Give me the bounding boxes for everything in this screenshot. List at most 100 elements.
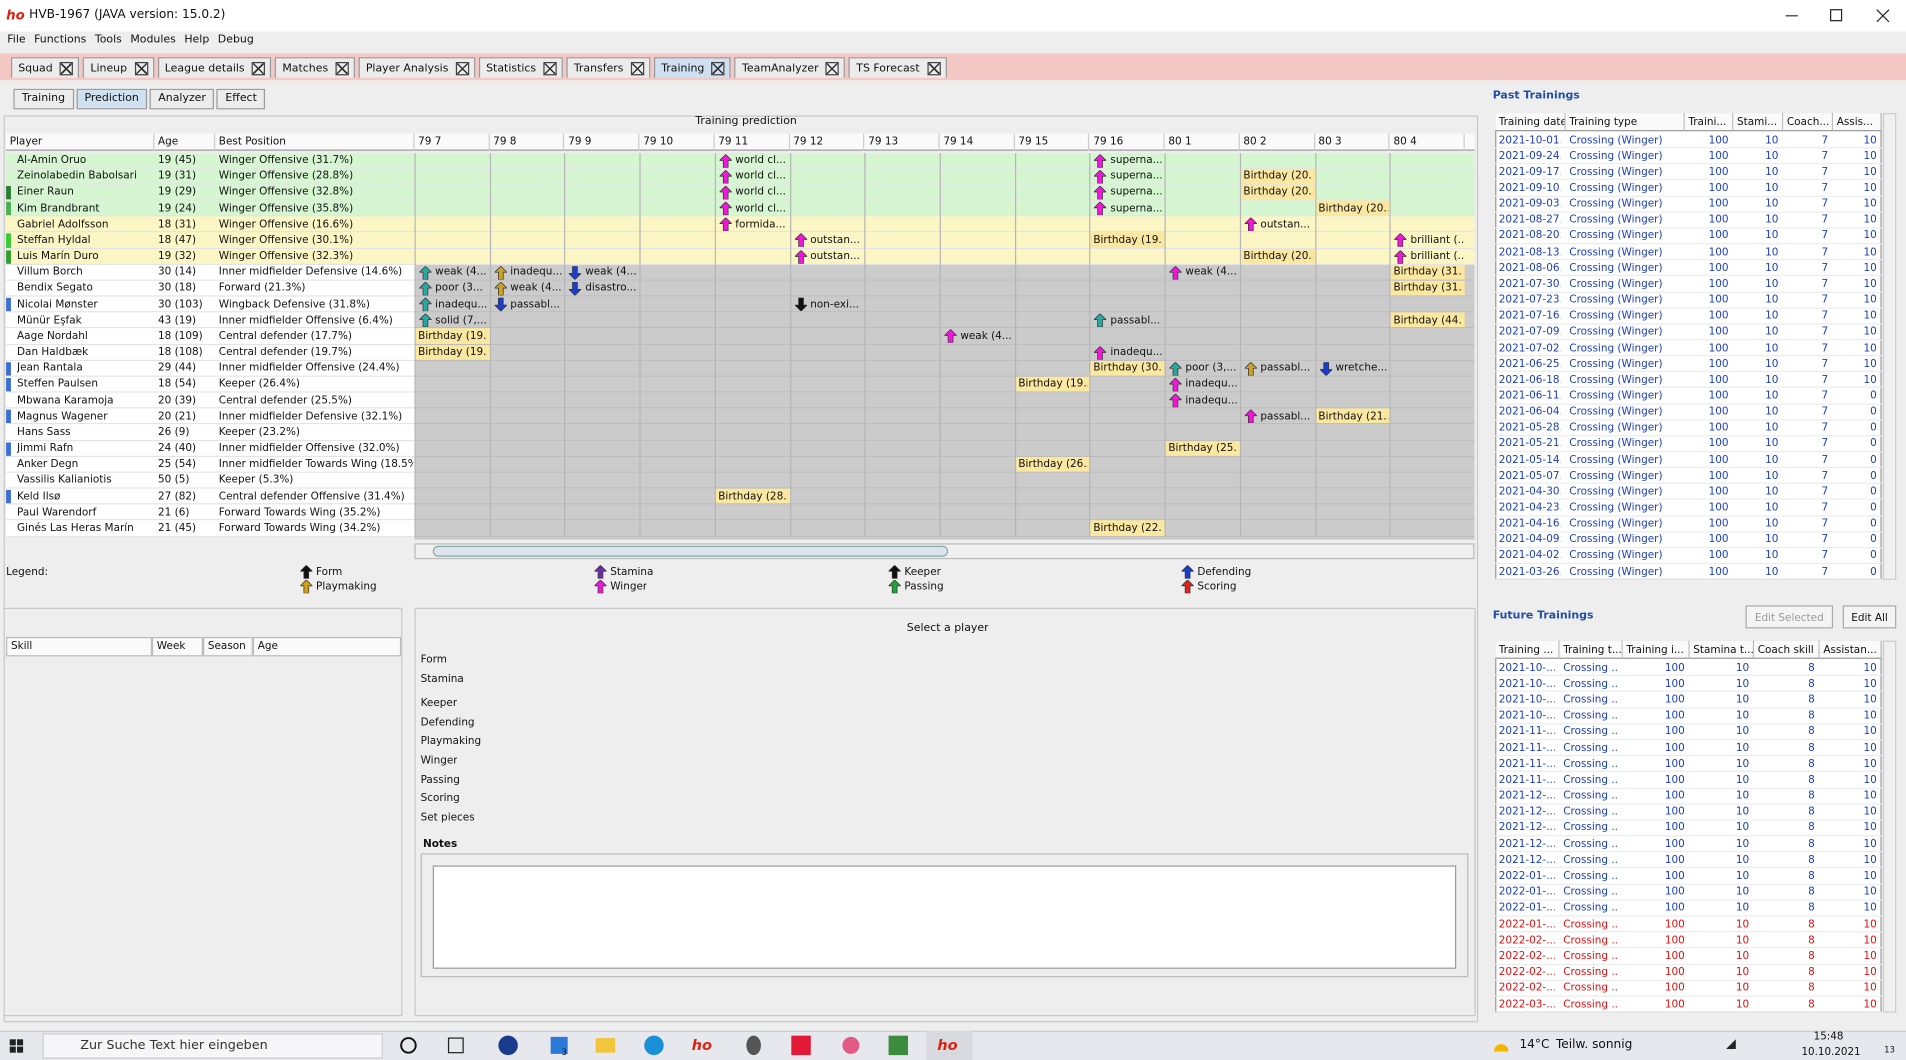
table-cell[interactable]: 10: [1863, 918, 1877, 931]
column-header[interactable]: Stami...: [1737, 116, 1778, 129]
table-cell[interactable]: 2021-11-...: [1498, 758, 1555, 771]
table-cell[interactable]: 2022-01-...: [1498, 870, 1555, 883]
table-cell[interactable]: 2021-10-...: [1498, 710, 1555, 723]
table-cell[interactable]: Crossing (Winger): [1569, 390, 1663, 403]
tab[interactable]: Training: [653, 57, 732, 78]
table-cell[interactable]: 100: [1708, 182, 1729, 195]
menu-item[interactable]: Tools: [94, 34, 122, 47]
table-cell[interactable]: 2021-12-...: [1498, 806, 1555, 819]
table-cell[interactable]: Crossing (Winger): [1569, 310, 1663, 323]
table-cell[interactable]: 7: [1821, 230, 1829, 243]
table-cell[interactable]: Crossing (Winger): [1569, 454, 1663, 467]
table-cell[interactable]: 7: [1821, 294, 1829, 307]
table-cell[interactable]: 8: [1808, 710, 1815, 723]
table-cell[interactable]: 10: [1863, 950, 1877, 963]
table-cell[interactable]: 10: [1863, 678, 1877, 691]
player-name[interactable]: Hans Sass: [17, 426, 71, 439]
player-name[interactable]: Aage Nordahl: [17, 330, 88, 343]
table-cell[interactable]: Crossing (Winger): [1569, 438, 1663, 451]
table-cell[interactable]: 100: [1664, 934, 1685, 947]
table-cell[interactable]: 2021-08-27...: [1498, 214, 1561, 227]
table-cell[interactable]: 100: [1664, 694, 1685, 707]
player-name[interactable]: Jimmi Rafn: [17, 442, 74, 455]
button-label[interactable]: Edit All: [1851, 612, 1888, 625]
table-cell[interactable]: 100: [1708, 390, 1729, 403]
table-cell[interactable]: Crossing ...: [1563, 758, 1618, 771]
table-cell[interactable]: 100: [1708, 150, 1729, 163]
tab-label[interactable]: Statistics: [486, 62, 537, 75]
table-cell[interactable]: 10: [1765, 358, 1779, 371]
table-cell[interactable]: 7: [1821, 438, 1829, 451]
table-cell[interactable]: 0: [1870, 390, 1877, 403]
button[interactable]: Edit Selected: [1745, 605, 1834, 629]
table-cell[interactable]: 100: [1708, 438, 1729, 451]
table-cell[interactable]: 10: [1863, 182, 1877, 195]
table-cell[interactable]: 8: [1808, 694, 1815, 707]
table-cell[interactable]: 10: [1765, 486, 1779, 499]
tab[interactable]: Transfers: [566, 57, 651, 78]
table-cell[interactable]: 10: [1735, 790, 1750, 803]
table-cell[interactable]: 10: [1765, 198, 1779, 211]
table-cell[interactable]: 2021-07-30...: [1498, 278, 1561, 291]
table-cell[interactable]: 2021-04-16...: [1498, 518, 1561, 531]
table-cell[interactable]: 10: [1765, 166, 1779, 179]
table-cell[interactable]: 100: [1664, 982, 1685, 995]
table-cell[interactable]: 100: [1708, 470, 1729, 483]
table-cell[interactable]: 10: [1863, 246, 1877, 259]
table-cell[interactable]: 7: [1821, 470, 1829, 483]
table-cell[interactable]: 7: [1821, 358, 1829, 371]
table-cell[interactable]: Crossing ...: [1563, 854, 1618, 867]
table-cell[interactable]: 10: [1765, 230, 1779, 243]
table-cell[interactable]: 7: [1821, 550, 1829, 563]
search-box[interactable]: [42, 1033, 383, 1059]
table-cell[interactable]: Crossing ...: [1563, 870, 1618, 883]
table-cell[interactable]: Crossing ...: [1563, 982, 1618, 995]
player-name[interactable]: Ginés Las Heras Marín: [17, 522, 134, 535]
table-cell[interactable]: 0: [1870, 454, 1877, 467]
table-cell[interactable]: Crossing ...: [1563, 886, 1618, 899]
column-header[interactable]: Assis...: [1836, 116, 1874, 129]
tab-label[interactable]: Matches: [282, 62, 329, 75]
table-cell[interactable]: 10: [1735, 806, 1750, 819]
table-cell[interactable]: 10: [1863, 902, 1877, 915]
player-name[interactable]: Luis Marín Duro: [17, 250, 99, 263]
table-cell[interactable]: 10: [1735, 774, 1750, 787]
table-cell[interactable]: 0: [1870, 550, 1877, 563]
tab-close[interactable]: [825, 61, 840, 76]
player-name[interactable]: Vassilis Kalianiotis: [17, 474, 112, 487]
table-cell[interactable]: 100: [1708, 326, 1729, 339]
table-cell[interactable]: 10: [1765, 406, 1779, 419]
table-cell[interactable]: Crossing (Winger): [1569, 565, 1663, 579]
table-cell[interactable]: 100: [1664, 918, 1685, 931]
player-name[interactable]: Anker Degn: [17, 458, 79, 471]
subtab[interactable]: Prediction: [75, 88, 148, 110]
table-cell[interactable]: 2021-04-30...: [1498, 486, 1561, 499]
table-cell[interactable]: 100: [1708, 294, 1729, 307]
tab-close[interactable]: [251, 61, 266, 76]
tab-label[interactable]: Transfers: [573, 62, 624, 75]
table-cell[interactable]: 7: [1821, 422, 1829, 435]
table-cell[interactable]: 100: [1664, 774, 1685, 787]
player-name[interactable]: Jean Rantala: [17, 362, 83, 375]
table-cell[interactable]: 100: [1708, 310, 1729, 323]
table-cell[interactable]: 100: [1708, 454, 1729, 467]
player-name[interactable]: Villum Borch: [17, 266, 83, 279]
table-cell[interactable]: 10: [1863, 774, 1877, 787]
table-cell[interactable]: 10: [1863, 150, 1877, 163]
table-cell[interactable]: 10: [1735, 710, 1750, 723]
table-cell[interactable]: Crossing (Winger): [1569, 422, 1663, 435]
table-cell[interactable]: 2021-07-02...: [1498, 342, 1561, 355]
table-cell[interactable]: 10: [1735, 918, 1750, 931]
table-cell[interactable]: 10: [1735, 902, 1750, 915]
table-cell[interactable]: 100: [1664, 998, 1685, 1011]
player-name[interactable]: Dan Haldbæk: [17, 346, 89, 359]
table-cell[interactable]: 100: [1708, 534, 1729, 547]
table-cell[interactable]: 8: [1808, 902, 1815, 915]
subtab[interactable]: Training: [13, 88, 74, 110]
player-name[interactable]: Magnus Wagener: [17, 410, 108, 423]
table-cell[interactable]: 100: [1664, 678, 1685, 691]
table-cell[interactable]: 2021-07-09...: [1498, 326, 1561, 339]
tab[interactable]: TS Forecast: [848, 57, 947, 78]
table-cell[interactable]: 2021-05-07...: [1498, 470, 1561, 483]
table-cell[interactable]: 100: [1664, 806, 1685, 819]
